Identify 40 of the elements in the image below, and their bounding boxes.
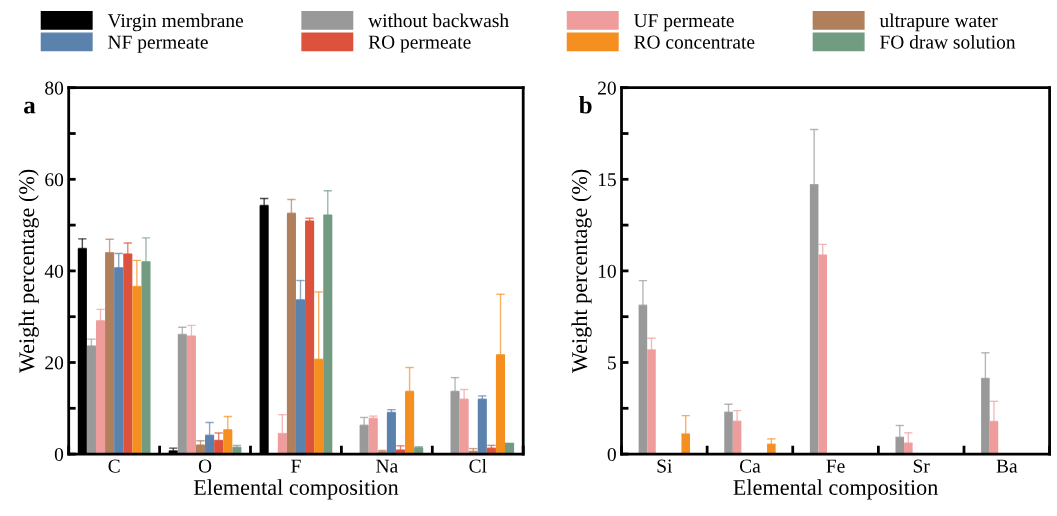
y-tick-label: 80 (45, 81, 64, 95)
x-tick-label: Ba (996, 459, 1018, 473)
x-tick-label: Cl (469, 458, 487, 473)
bar (386, 412, 396, 455)
y-tick-label: 40 (44, 264, 64, 278)
legend-label: NF permeate (108, 35, 208, 53)
y-tick-label: 15 (598, 173, 616, 187)
y-tick-label: 20 (45, 356, 64, 370)
legend-label: FO draw solution (880, 34, 1016, 49)
legend-label: ultrapure water (879, 13, 998, 32)
x-tick-label: Na (376, 459, 398, 473)
x-tick-label: Si (657, 459, 673, 473)
x-axis-title: Elemental composition (733, 479, 938, 500)
y-axis-title: Weight percentage (%) (571, 169, 592, 374)
y-tick-label: 0 (607, 447, 616, 462)
chart-title: b (579, 96, 592, 114)
legend-label: without backwash (368, 13, 509, 28)
y-axis-title: Weight percentage (%) (18, 169, 39, 374)
chart-title: a (24, 101, 36, 114)
y-tick-label: 60 (45, 173, 64, 187)
x-tick-label: F (291, 459, 301, 473)
x-tick-label: C (108, 459, 120, 473)
y-tick-label: 20 (598, 81, 616, 95)
x-axis-title: Elemental composition (193, 479, 399, 500)
bar (305, 220, 315, 455)
legend-label: UF permeate (633, 14, 734, 32)
x-tick-label: Fe (826, 459, 845, 473)
y-tick-label: 10 (598, 264, 616, 278)
legend-label: Virgin membrane (107, 13, 244, 32)
y-tick-label: 0 (54, 447, 64, 462)
x-tick-label: Ca (739, 459, 761, 473)
bar (195, 444, 206, 455)
bar (477, 399, 487, 455)
y-tick-label: 5 (608, 356, 616, 370)
bar (767, 444, 776, 455)
bar (368, 418, 378, 455)
x-tick-label: O (198, 459, 212, 473)
legend-label: RO permeate (368, 35, 471, 53)
x-tick-label: Sr (913, 459, 930, 473)
legend-label: RO concentrate (634, 35, 755, 49)
